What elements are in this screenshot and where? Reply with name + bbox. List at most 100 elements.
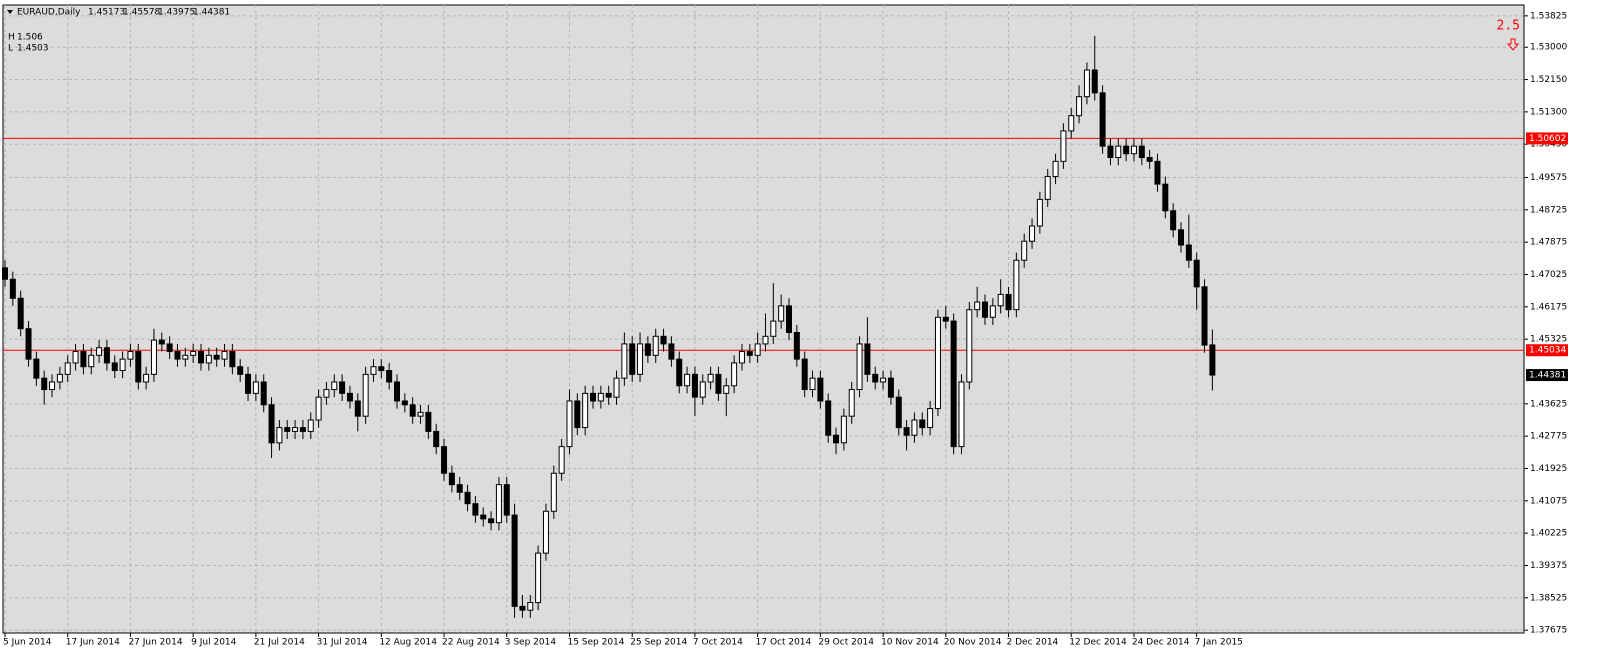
candle-body xyxy=(346,392,353,402)
y-tick-label: 1.43625 xyxy=(1530,399,1567,409)
candle-body xyxy=(119,358,126,372)
candle-body xyxy=(621,343,628,379)
candle-body xyxy=(660,335,667,345)
candle-body xyxy=(848,389,855,417)
candle-body xyxy=(409,404,416,417)
last-price-label: 1.44381 xyxy=(1529,371,1566,381)
candle-body xyxy=(982,301,988,318)
candle-body xyxy=(1060,130,1067,162)
x-tick-label: 5 Jun 2014 xyxy=(3,638,52,648)
candle-body xyxy=(731,362,738,387)
candle-body xyxy=(354,400,361,417)
y-tick-label: 1.45325 xyxy=(1530,335,1567,345)
candle-body xyxy=(72,351,79,364)
candle-body xyxy=(1107,145,1114,159)
candle-body xyxy=(378,366,385,372)
x-tick-label: 7 Oct 2014 xyxy=(693,638,743,648)
header-high: 1.45578 xyxy=(123,8,160,18)
candle-body xyxy=(762,335,769,345)
candle-body xyxy=(41,377,48,391)
candle-body xyxy=(56,373,63,383)
candle-body xyxy=(989,305,996,318)
indicator-value: 1.506 xyxy=(17,33,43,43)
candle-body xyxy=(1036,198,1043,227)
candle-body xyxy=(880,377,887,383)
candle-body xyxy=(150,339,157,375)
candle-body xyxy=(676,358,683,387)
candle-body xyxy=(237,366,244,375)
candle-body xyxy=(182,354,189,360)
candle-body xyxy=(637,343,644,375)
x-tick-label: 25 Sep 2014 xyxy=(630,638,687,648)
x-tick-label: 12 Dec 2014 xyxy=(1069,638,1127,648)
candle-body xyxy=(190,351,197,356)
candle-body xyxy=(1185,244,1192,261)
candle-body xyxy=(441,446,448,474)
y-tick-label: 1.47025 xyxy=(1530,270,1567,280)
candle-body xyxy=(1209,344,1216,376)
y-tick-label: 1.39375 xyxy=(1530,561,1567,571)
candle-body xyxy=(245,373,252,394)
candle-body xyxy=(699,381,706,398)
candle-body xyxy=(519,605,526,611)
candle-body xyxy=(103,347,110,364)
y-tick-label: 1.47875 xyxy=(1530,238,1567,248)
y-tick-label: 1.53825 xyxy=(1530,11,1567,21)
candle-body xyxy=(158,339,165,345)
y-tick-label: 1.41925 xyxy=(1530,464,1567,474)
candle-body xyxy=(566,400,573,448)
candle-body xyxy=(629,343,636,375)
y-tick-label: 1.42775 xyxy=(1530,432,1567,442)
candle-body xyxy=(362,373,369,417)
candle-body xyxy=(958,381,965,448)
candle-body xyxy=(260,381,267,406)
x-tick-label: 24 Dec 2014 xyxy=(1132,638,1190,648)
candle-body xyxy=(166,343,173,353)
candle-body xyxy=(974,301,981,311)
candle-body xyxy=(613,377,620,398)
candle-body xyxy=(331,381,338,391)
candle-body xyxy=(550,472,557,512)
x-tick-label: 3 Sep 2014 xyxy=(505,638,557,648)
candle-body xyxy=(691,373,698,398)
candle-body xyxy=(1130,145,1137,155)
candle-body xyxy=(276,427,283,444)
candle-body xyxy=(590,392,596,402)
symbol: EURAUD,Daily xyxy=(17,8,81,18)
candle-body xyxy=(927,408,934,429)
x-tick-label: 21 Jul 2014 xyxy=(254,638,305,648)
y-tick-label: 1.37675 xyxy=(1530,626,1567,636)
candle-body xyxy=(143,373,150,383)
candle-body xyxy=(942,316,949,322)
candles xyxy=(2,35,1524,618)
candle-body xyxy=(966,309,973,383)
candle-body xyxy=(833,434,840,444)
candle-body xyxy=(205,354,212,364)
candle-body xyxy=(25,328,32,360)
x-tick-label: 22 Aug 2014 xyxy=(442,638,500,648)
last-price-tag xyxy=(1526,369,1568,382)
candle-body xyxy=(817,377,824,402)
x-tick-label: 15 Sep 2014 xyxy=(567,638,624,648)
x-tick-label: 17 Oct 2014 xyxy=(756,638,812,648)
candle-body xyxy=(111,362,118,372)
candle-body xyxy=(864,343,871,375)
candle-body xyxy=(707,373,714,383)
x-tick-label: 20 Nov 2014 xyxy=(944,638,1002,648)
x-tick-label: 31 Jul 2014 xyxy=(317,638,368,648)
y-tick-label: 1.46175 xyxy=(1530,302,1567,312)
y-tick-label: 1.48725 xyxy=(1530,205,1567,215)
candle-body xyxy=(1021,240,1028,261)
candle-body xyxy=(33,358,40,379)
candle-body xyxy=(872,373,879,383)
candle-body xyxy=(793,332,800,360)
candle-body xyxy=(778,305,785,322)
candle-body xyxy=(511,514,518,607)
candle-body xyxy=(323,389,330,398)
candle-body xyxy=(198,351,204,364)
candle-body xyxy=(221,351,228,360)
candle-body xyxy=(840,415,847,444)
candle-body xyxy=(574,400,581,429)
candle-body xyxy=(644,343,651,356)
x-tick-label: 10 Nov 2014 xyxy=(881,638,939,648)
